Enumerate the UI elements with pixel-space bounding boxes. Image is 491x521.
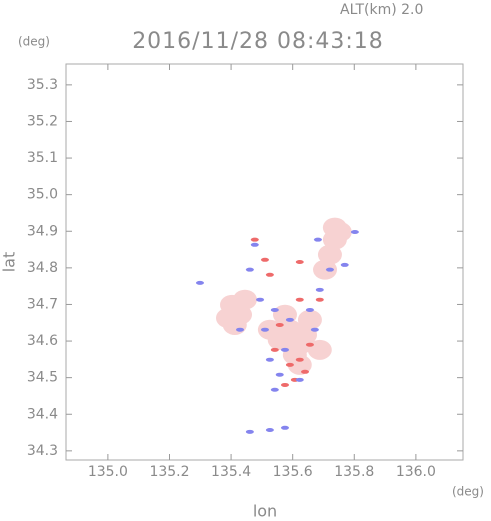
y-tick-label: 34.4 bbox=[27, 406, 58, 422]
x-unit: (deg) bbox=[452, 485, 484, 499]
echo-point bbox=[315, 297, 324, 302]
echo-point bbox=[295, 297, 304, 302]
echo-point bbox=[310, 327, 319, 332]
x-tick-label: 135.2 bbox=[149, 464, 189, 480]
echo-point bbox=[280, 382, 289, 387]
x-axis-label: lon bbox=[253, 502, 277, 521]
echo-point bbox=[313, 259, 338, 280]
echo-point bbox=[313, 237, 322, 242]
echo-point bbox=[285, 317, 294, 322]
echo-point bbox=[195, 280, 204, 285]
echo-point bbox=[295, 260, 304, 264]
plot-area bbox=[195, 217, 359, 434]
echo-point bbox=[265, 357, 274, 362]
x-tick-label: 135.0 bbox=[88, 464, 128, 480]
echo-point bbox=[245, 267, 254, 272]
y-tick-label: 34.7 bbox=[27, 296, 58, 312]
echo-point bbox=[270, 347, 279, 352]
echo-point bbox=[297, 309, 322, 330]
echo-point bbox=[256, 297, 265, 302]
echo-point bbox=[270, 307, 279, 312]
echo-point bbox=[280, 347, 289, 352]
echo-point bbox=[317, 244, 342, 265]
y-tick-label: 35.3 bbox=[27, 77, 58, 93]
y-tick-label: 35.1 bbox=[27, 150, 58, 166]
echo-point bbox=[295, 357, 304, 362]
x-tick-label: 136.0 bbox=[396, 464, 436, 480]
echo-point bbox=[270, 387, 279, 392]
echo-point bbox=[260, 327, 269, 332]
y-tick-label: 34.3 bbox=[27, 443, 58, 459]
echo-point bbox=[236, 327, 245, 332]
echo-point bbox=[245, 429, 254, 434]
echo-point bbox=[250, 242, 259, 247]
x-tick-label: 135.8 bbox=[334, 464, 374, 480]
y-tick-label: 34.8 bbox=[27, 260, 58, 276]
y-axis-label: lat bbox=[0, 252, 19, 273]
y-tick-label: 35.2 bbox=[27, 113, 58, 129]
y-tick-label: 35.0 bbox=[27, 187, 58, 203]
y-unit: (deg) bbox=[18, 35, 50, 49]
echo-point bbox=[315, 287, 324, 292]
echo-point bbox=[305, 342, 314, 347]
plot-frame bbox=[65, 63, 464, 461]
echo-point bbox=[275, 372, 284, 377]
echo-point bbox=[260, 257, 269, 262]
echo-point bbox=[280, 425, 289, 430]
echo-point bbox=[250, 237, 259, 242]
echo-point bbox=[265, 272, 274, 277]
echo-point bbox=[216, 307, 241, 328]
echo-point bbox=[275, 322, 284, 327]
echo-point bbox=[350, 229, 359, 234]
y-tick-label: 34.9 bbox=[27, 223, 58, 239]
y-tick-label: 34.6 bbox=[27, 333, 58, 349]
echo-point bbox=[295, 377, 304, 382]
echo-point bbox=[301, 369, 310, 374]
echo-point bbox=[325, 267, 334, 272]
echo-point bbox=[265, 427, 274, 432]
echo-point bbox=[232, 289, 257, 310]
y-tick-label: 34.5 bbox=[27, 370, 58, 386]
echo-point bbox=[307, 339, 332, 360]
altitude-label: ALT(km) 2.0 bbox=[340, 2, 423, 18]
x-tick-label: 135.4 bbox=[211, 464, 251, 480]
echo-point bbox=[327, 221, 352, 242]
chart-title: 2016/11/28 08:43:18 bbox=[132, 29, 384, 54]
echo-point bbox=[340, 262, 349, 267]
echo-point bbox=[285, 362, 294, 367]
x-tick-label: 135.6 bbox=[273, 464, 313, 480]
echo-point bbox=[305, 307, 314, 312]
